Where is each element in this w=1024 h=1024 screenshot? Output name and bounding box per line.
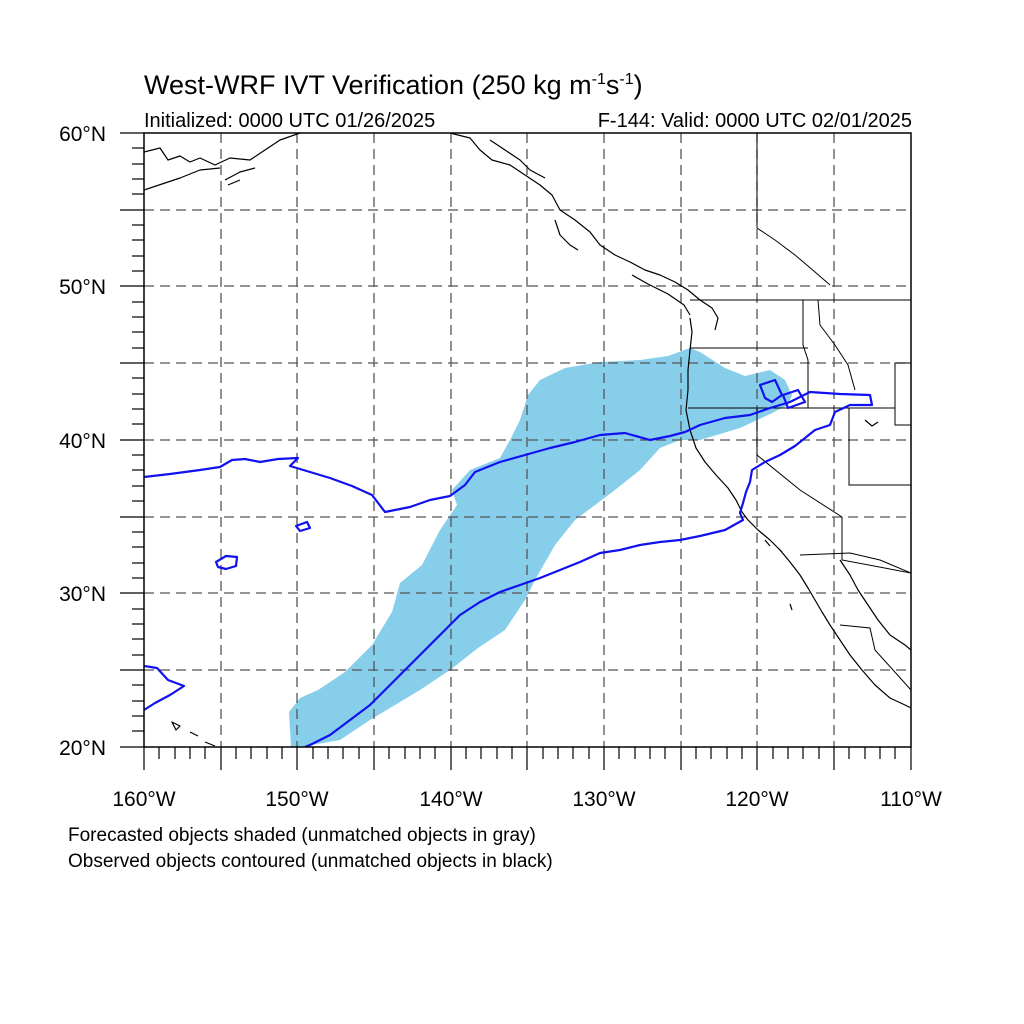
us-mexico-border — [799, 552, 911, 574]
nevada-utah-border — [848, 408, 911, 486]
initialized-time: Initialized: 0000 UTC 01/26/2025 — [144, 110, 436, 132]
map-title: West-WRF IVT Verification (250 kg m-1s-1… — [144, 70, 643, 100]
lat-label-50n: 50°N — [59, 276, 106, 299]
arizona-border — [841, 517, 911, 574]
lat-label-30n: 30°N — [59, 583, 106, 606]
lon-label-120w: 120°W — [725, 788, 788, 811]
lat-labels: 60°N 50°N 40°N 30°N 20°N — [59, 123, 106, 760]
idaho-west-border — [802, 300, 809, 408]
bottom-ticks — [143, 747, 912, 770]
graticule — [144, 133, 911, 747]
lon-label-130w: 130°W — [572, 788, 635, 811]
islands — [171, 419, 879, 747]
observed-object-contour-main — [144, 390, 874, 747]
baja-gulf-coast — [839, 559, 911, 651]
lon-label-140w: 140°W — [419, 788, 482, 811]
valid-time: F-144: Valid: 0000 UTC 02/01/2025 — [597, 110, 912, 132]
tick-marks — [120, 132, 912, 770]
borders — [688, 133, 911, 691]
nevada-california-border — [756, 408, 843, 518]
lon-labels: 160°W 150°W 140°W 130°W 120°W 110°W — [112, 788, 942, 811]
lat-label-40n: 40°N — [59, 430, 106, 453]
wyoming-border — [894, 362, 911, 426]
bc-coast — [449, 133, 719, 331]
observed-object-contour-small-1 — [214, 554, 239, 571]
coastlines — [144, 133, 911, 747]
lat-label-60n: 60°N — [59, 123, 106, 146]
us-west-coast — [685, 317, 911, 709]
alaska-border — [756, 133, 831, 286]
mexico-states — [839, 624, 911, 691]
lon-label-150w: 150°W — [265, 788, 328, 811]
lon-label-110w: 110°W — [880, 788, 942, 811]
idaho-montana-border — [817, 299, 856, 391]
observed-object-contour-hawaii — [144, 664, 186, 711]
observed-object-contour-small-2 — [294, 520, 312, 533]
observed-objects — [144, 378, 874, 747]
footnote-observed: Observed objects contoured (unmatched ob… — [68, 851, 553, 872]
forecast-object-shaded — [289, 348, 792, 747]
left-ticks — [120, 132, 144, 748]
footnote-forecast: Forecasted objects shaded (unmatched obj… — [68, 825, 536, 846]
lon-label-160w: 160°W — [112, 788, 175, 811]
observed-object-contour-ca — [758, 378, 807, 410]
lat-label-20n: 20°N — [59, 737, 106, 760]
alaska-coast — [144, 133, 301, 191]
